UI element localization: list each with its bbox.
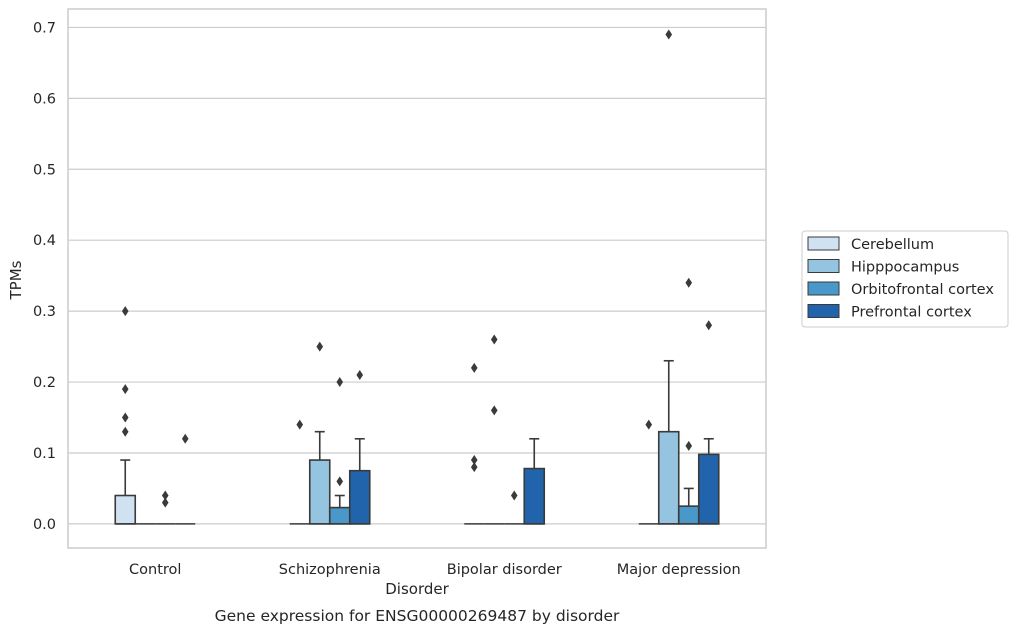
y-tick-label: 0.2	[33, 375, 56, 391]
legend-swatch	[807, 259, 840, 273]
outlier-point	[470, 362, 478, 373]
outlier-point	[181, 433, 189, 444]
box	[657, 430, 680, 525]
outlier-point	[490, 334, 498, 345]
y-tick-label: 0.0	[33, 517, 56, 533]
outlier-point	[490, 405, 498, 416]
y-tick-label: 0.6	[33, 91, 56, 107]
outlier-point	[121, 412, 129, 423]
legend-label: Prefrontal cortex	[851, 305, 972, 321]
box	[677, 505, 700, 525]
x-tick-label: Control	[129, 562, 181, 578]
outlier-point	[121, 426, 129, 437]
box	[114, 494, 137, 525]
outlier-point	[470, 455, 478, 466]
x-tick-label: Major depression	[617, 562, 741, 578]
y-tick-label: 0.3	[33, 304, 56, 320]
gridlines	[68, 26, 766, 525]
x-tick-label: Schizophrenia	[279, 562, 381, 578]
y-tick-label: 0.4	[33, 233, 56, 249]
outlier-point	[121, 384, 129, 395]
box-plot	[308, 430, 331, 525]
y-tick-label: 0.7	[33, 20, 56, 36]
legend-swatch	[807, 281, 840, 296]
outlier-point	[685, 277, 693, 288]
legend-label: Hipppocampus	[851, 260, 959, 276]
outlier-point	[336, 476, 344, 487]
legend-items: Cerebellum Hipppocampus Orbitofrontal cort…	[807, 236, 994, 321]
legend-swatch	[807, 236, 840, 251]
legend-label: Orbitofrontal cortex	[851, 282, 994, 298]
box	[348, 469, 371, 525]
legend-frame	[801, 230, 1009, 328]
outlier-point	[685, 440, 693, 451]
plot-frame	[67, 8, 767, 549]
outlier-points	[121, 29, 713, 508]
box	[328, 506, 351, 525]
box-plot	[677, 487, 700, 525]
legend-label: Cerebellum	[851, 237, 934, 253]
outlier-point	[665, 29, 673, 40]
y-axis-label: TPMs	[7, 260, 25, 300]
box-plot	[328, 494, 351, 525]
box	[697, 453, 720, 525]
box-plot	[114, 459, 137, 525]
box	[308, 459, 331, 525]
box	[523, 467, 546, 525]
legend: Cerebellum Hipppocampus Orbitofrontal cort…	[801, 230, 1009, 328]
outlier-point	[161, 497, 169, 508]
x-tick-label: Bipolar disorder	[447, 562, 562, 578]
box-plots	[114, 359, 720, 525]
outlier-point	[121, 306, 129, 317]
chart-caption: Gene expression for ENSG00000269487 by d…	[215, 607, 620, 625]
outlier-point	[336, 377, 344, 388]
outlier-point	[510, 490, 518, 501]
outlier-point	[316, 341, 324, 352]
box-plot	[348, 437, 371, 525]
outlier-point	[705, 320, 713, 331]
box-plot	[657, 359, 680, 525]
outlier-point	[296, 419, 304, 430]
box-plot	[523, 437, 546, 525]
outlier-point	[645, 419, 653, 430]
axes: 0.0 0.1 0.2 0.3 0.4 0.5 0.6 0.7 Control Schizophr…	[33, 8, 767, 578]
outlier-point	[161, 490, 169, 501]
outlier-point	[356, 369, 364, 380]
outlier-point	[470, 462, 478, 473]
legend-swatch	[807, 304, 840, 318]
y-tick-label: 0.5	[33, 162, 56, 178]
y-tick-label: 0.1	[33, 446, 56, 462]
x-axis-label: Disorder	[385, 580, 449, 598]
box-plot	[697, 437, 720, 525]
